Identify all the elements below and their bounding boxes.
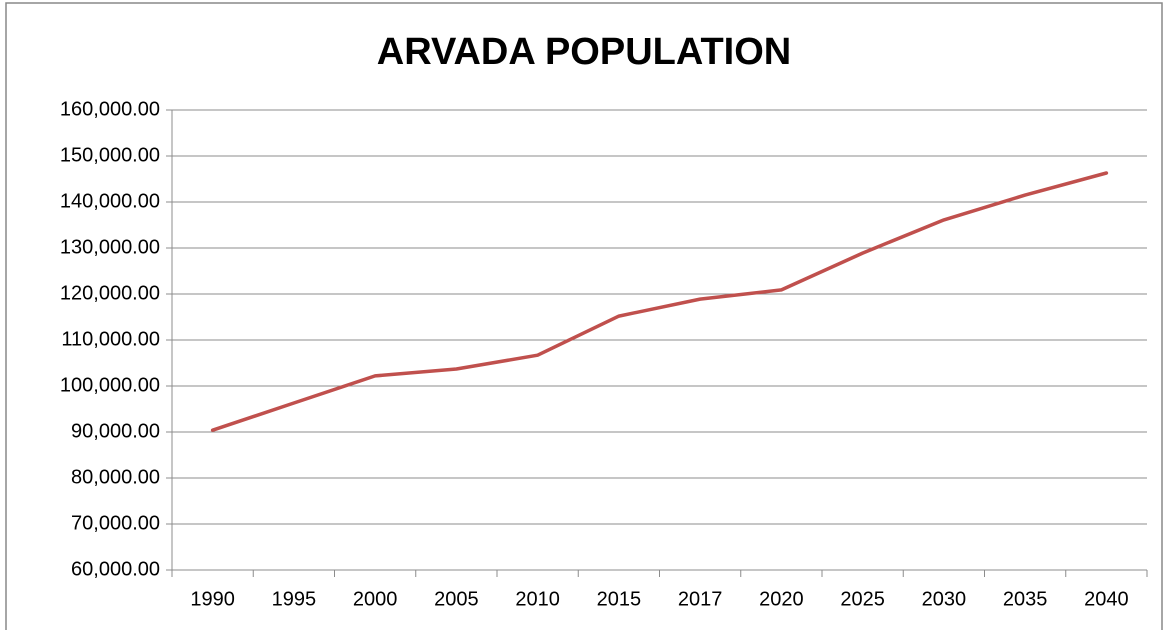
y-tick-label: 110,000.00 (61, 328, 160, 350)
data-line (210, 171, 1109, 432)
y-tick-label: 60,000.00 (71, 558, 160, 580)
x-tick-label: 1990 (190, 588, 235, 610)
y-tick-label: 130,000.00 (60, 236, 160, 258)
y-tick-label: 70,000.00 (71, 512, 160, 534)
chart-frame (5, 2, 1163, 635)
y-tick-label: 100,000.00 (60, 374, 160, 396)
x-tick-label: 2025 (840, 588, 885, 610)
x-tick-label: 2017 (678, 588, 723, 610)
x-tick-label: 2035 (1003, 588, 1048, 610)
chart-title: ARVADA POPULATION (377, 31, 792, 73)
x-tick-label: 2010 (515, 588, 560, 610)
x-tick-label: 2030 (922, 588, 967, 610)
x-tick-label: 1995 (272, 588, 317, 610)
x-tick-label: 2020 (759, 588, 804, 610)
x-tick-label: 2005 (434, 588, 479, 610)
x-tick-label: 2000 (353, 588, 398, 610)
x-tick-label: 2015 (597, 588, 642, 610)
y-tick-label: 90,000.00 (71, 420, 160, 442)
y-tick-label: 80,000.00 (71, 466, 160, 488)
y-tick-label: 160,000.00 (60, 98, 160, 120)
y-tick-label: 120,000.00 (60, 282, 160, 304)
y-tick-label: 140,000.00 (60, 190, 160, 212)
y-tick-label: 150,000.00 (60, 144, 160, 166)
x-tick-label: 2040 (1084, 588, 1129, 610)
